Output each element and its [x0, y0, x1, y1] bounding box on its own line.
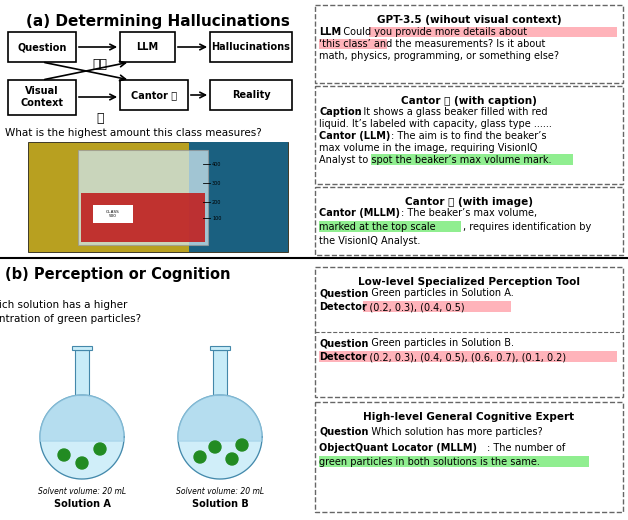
Text: Cantor 🔧 (with caption): Cantor 🔧 (with caption): [401, 96, 537, 106]
Text: Solvent volume: 20 mL: Solvent volume: 20 mL: [176, 487, 264, 496]
Bar: [120, 80, 188, 110]
Text: math, physics, programming, or something else?: math, physics, programming, or something…: [319, 51, 559, 61]
Bar: [78, 150, 208, 245]
Bar: [319, 456, 589, 467]
Bar: [319, 351, 617, 362]
Bar: [8, 80, 76, 115]
Text: 100: 100: [212, 216, 222, 221]
Text: Cantor 🔧: Cantor 🔧: [131, 90, 177, 100]
Text: (a) Determining Hallucinations: (a) Determining Hallucinations: [26, 14, 290, 29]
Bar: [319, 221, 461, 232]
Text: Cantor (LLM): Cantor (LLM): [319, 131, 391, 141]
Circle shape: [236, 439, 248, 451]
Text: : Green particles in Solution A.: : Green particles in Solution A.: [365, 288, 514, 298]
Bar: [315, 402, 623, 512]
Text: 👁⃠: 👁⃠: [92, 58, 107, 71]
Text: marked at the top scale: marked at the top scale: [319, 222, 436, 232]
Text: High-level General Cognitive Expert: High-level General Cognitive Expert: [364, 412, 575, 422]
Circle shape: [194, 451, 206, 463]
Bar: [72, 346, 92, 350]
Text: 400: 400: [212, 162, 222, 167]
Bar: [319, 39, 387, 49]
Polygon shape: [178, 395, 262, 441]
Text: : Which solution has more particles?: : Which solution has more particles?: [365, 427, 543, 437]
Bar: [210, 346, 230, 350]
Bar: [120, 32, 175, 62]
Text: 300: 300: [212, 181, 222, 186]
Polygon shape: [178, 395, 262, 479]
Circle shape: [226, 453, 238, 465]
Text: : Could you provide more details about: : Could you provide more details about: [337, 27, 527, 37]
Circle shape: [209, 441, 221, 453]
Bar: [8, 32, 76, 62]
Text: : The beaker’s max volume,: : The beaker’s max volume,: [401, 208, 537, 218]
Text: : (0.2, 0.3), (0.4, 0.5): : (0.2, 0.3), (0.4, 0.5): [363, 302, 465, 312]
Text: Question: Question: [319, 338, 369, 348]
Text: , requires identification by: , requires identification by: [463, 222, 591, 232]
Text: GLASS
500: GLASS 500: [106, 210, 120, 218]
Text: : The aim is to find the beaker’s: : The aim is to find the beaker’s: [391, 131, 546, 141]
Bar: [369, 27, 617, 37]
Text: Reality: Reality: [232, 90, 270, 100]
Text: Question: Question: [319, 288, 369, 298]
Text: : The number of: : The number of: [487, 443, 565, 453]
Text: Cantor (MLLM): Cantor (MLLM): [319, 208, 400, 218]
Text: Analyst to spot the beaker’s max volume mark.: Analyst to spot the beaker’s max volume …: [319, 155, 551, 165]
Text: green particles in both solutions is the same.: green particles in both solutions is the…: [319, 457, 540, 467]
Bar: [75, 350, 89, 395]
Text: liquid. It’s labeled with capacity, glass type ......: liquid. It’s labeled with capacity, glas…: [319, 119, 552, 129]
Bar: [210, 32, 292, 62]
Bar: [213, 350, 227, 395]
Polygon shape: [40, 395, 124, 441]
Text: 200: 200: [212, 200, 222, 205]
Circle shape: [76, 457, 88, 469]
Text: 👁: 👁: [96, 111, 104, 124]
Bar: [363, 301, 511, 312]
Text: Solvent volume: 20 mL: Solvent volume: 20 mL: [38, 487, 126, 496]
Polygon shape: [40, 395, 124, 479]
Text: max volume in the image, requiring VisionIQ: max volume in the image, requiring Visio…: [319, 143, 538, 153]
Circle shape: [94, 443, 106, 455]
Text: Hallucinations: Hallucinations: [212, 42, 290, 52]
Text: Solution A: Solution A: [53, 499, 111, 509]
Bar: [315, 267, 623, 397]
Text: Which solution has a higher
concentration of green particles?: Which solution has a higher concentratio…: [0, 300, 141, 324]
Text: ‘this class’ and the measurements? Is it about: ‘this class’ and the measurements? Is it…: [319, 39, 545, 49]
Text: Caption: Caption: [319, 107, 362, 117]
Text: ObjectQuant Locator (MLLM): ObjectQuant Locator (MLLM): [319, 443, 477, 453]
Bar: [81, 193, 205, 242]
Text: Detector: Detector: [319, 302, 367, 312]
Text: Solution B: Solution B: [192, 499, 249, 509]
Text: GPT-3.5 (wihout visual context): GPT-3.5 (wihout visual context): [377, 15, 561, 25]
Bar: [315, 5, 623, 83]
Text: : (0.2, 0.3), (0.4, 0.5), (0.6, 0.7), (0.1, 0.2): : (0.2, 0.3), (0.4, 0.5), (0.6, 0.7), (0…: [363, 352, 566, 362]
Text: Cantor 🔧 (with image): Cantor 🔧 (with image): [405, 197, 533, 207]
Bar: [371, 154, 573, 165]
Text: (b) Perception or Cognition: (b) Perception or Cognition: [5, 267, 230, 282]
Text: : It shows a glass beaker filled with red: : It shows a glass beaker filled with re…: [357, 107, 548, 117]
Text: What is the highest amount this class measures?: What is the highest amount this class me…: [5, 128, 262, 138]
Bar: [210, 80, 292, 110]
Bar: [28, 142, 288, 252]
Text: LLM: LLM: [136, 42, 158, 52]
Bar: [189, 142, 288, 252]
Text: LLM: LLM: [319, 27, 341, 37]
Text: Detector: Detector: [319, 352, 367, 362]
Bar: [315, 187, 623, 255]
Text: Question: Question: [319, 427, 369, 437]
Text: Visual
Context: Visual Context: [21, 86, 63, 108]
Text: : Green particles in Solution B.: : Green particles in Solution B.: [365, 338, 514, 348]
Bar: [315, 86, 623, 184]
Circle shape: [58, 449, 70, 461]
Text: Low-level Specialized Perception Tool: Low-level Specialized Perception Tool: [358, 277, 580, 287]
Text: the VisionIQ Analyst.: the VisionIQ Analyst.: [319, 236, 420, 246]
Bar: [93, 205, 133, 223]
Text: Question: Question: [18, 42, 67, 52]
